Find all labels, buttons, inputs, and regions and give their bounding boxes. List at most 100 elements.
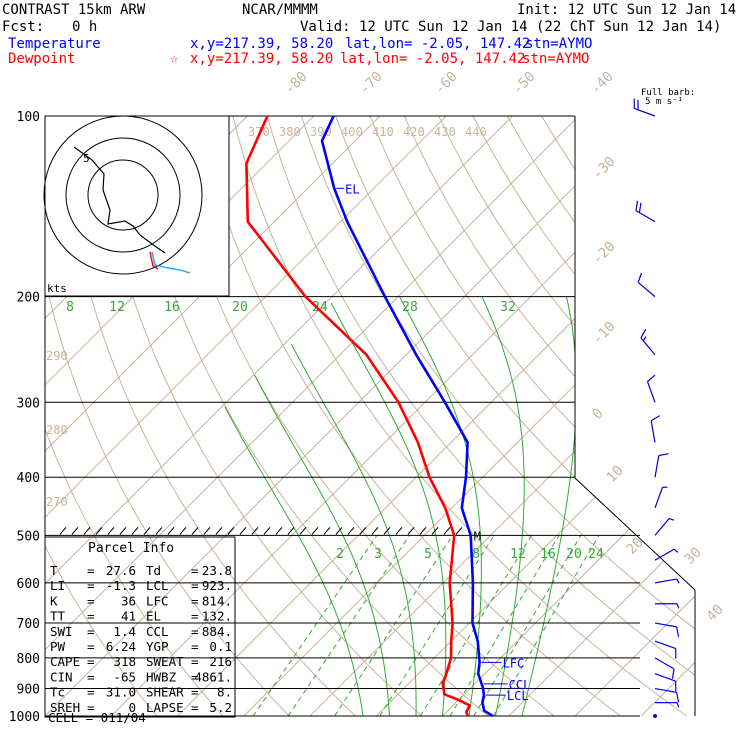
hodograph-ring-label: 5	[83, 152, 90, 165]
moist-adiabat-label: 8	[66, 300, 74, 315]
mixing-ratio-labels: 8 12 16 20 24 28 32 2 3 5 8 12 16 20 24	[66, 300, 604, 562]
wind-barb	[654, 673, 677, 692]
freezing-hatch	[431, 527, 439, 535]
parcel-equals: =	[87, 685, 95, 700]
parcel-label: SREH	[50, 700, 80, 715]
parcel-value: 27.6	[106, 563, 136, 578]
wind-barb-shaft	[654, 622, 677, 628]
parcel-value: 1.4	[113, 624, 136, 639]
parcel-equals: =	[191, 578, 199, 593]
parcel-value: 6.24	[106, 639, 136, 654]
wind-barb-shaft	[654, 578, 677, 584]
wind-barb-flag	[676, 603, 680, 609]
wind-barb	[654, 622, 680, 637]
theta-labels: 370 380 390 400 410 420 430 440 290 280 270	[46, 125, 487, 509]
wind-barb-shaft	[637, 282, 656, 298]
parcel-equals: =	[191, 624, 199, 639]
temperature-latlon: lat,lon= -2.05, 147.42	[345, 36, 531, 52]
wind-barb-shaft	[640, 337, 656, 356]
parcel-value: 884.	[202, 624, 232, 639]
moist-adiabat	[399, 296, 482, 716]
mixing-ratio-label: 8	[472, 547, 480, 562]
freezing-hatch	[371, 527, 379, 535]
parcel-label: LI	[50, 578, 65, 593]
dry-adiabat	[472, 116, 695, 716]
mixing-ratio-line	[287, 535, 410, 716]
wind-barb-flag	[640, 328, 647, 339]
parcel-equals: =	[191, 700, 199, 715]
theta-label: 290	[46, 349, 68, 363]
wind-barb-shaft	[654, 518, 670, 536]
isotherm	[45, 116, 381, 716]
theta-label: 390	[310, 125, 332, 139]
wind-barb	[646, 374, 656, 403]
isotherm-label: -60	[432, 69, 461, 98]
dry-adiabat	[506, 116, 695, 716]
dry-adiabat	[60, 116, 370, 716]
wind-barb-column	[633, 98, 680, 718]
isotherm	[442, 116, 695, 716]
parcel-equals: =	[191, 669, 199, 684]
isotherm	[243, 116, 695, 716]
wind-barb	[654, 453, 669, 478]
temperature-profile	[320, 115, 494, 718]
freezing-hatch	[275, 527, 283, 535]
parcel-label: TT	[50, 609, 66, 624]
wind-barb	[650, 415, 661, 443]
hodograph: 5 kts	[43, 115, 230, 297]
parcel-value: 814.	[202, 593, 232, 608]
wind-barb-shaft	[654, 687, 677, 693]
isotherm	[45, 116, 513, 716]
freezing-hatch	[203, 527, 211, 535]
parcel-equals: =	[87, 609, 95, 624]
parcel-equals: =	[87, 593, 95, 608]
freezing-hatch	[167, 527, 175, 535]
hodograph-ring	[43, 115, 203, 275]
dry-adiabat	[266, 116, 695, 716]
parcel-frame	[44, 536, 236, 718]
wind-barb	[637, 272, 656, 298]
freezing-hatch	[347, 527, 355, 535]
mixing-ratio-label: 24	[588, 547, 604, 562]
freezing-hatch	[359, 527, 367, 535]
freezing-hatch	[95, 527, 103, 535]
freezing-hatch	[323, 527, 331, 535]
parcel-label: Td	[146, 563, 161, 578]
moist-adiabat-label: 16	[164, 300, 180, 315]
wind-barb-shaft	[654, 657, 675, 670]
wind-barb-shaft	[654, 640, 676, 650]
parcel-equals: =	[191, 593, 199, 608]
freezing-hatch	[239, 527, 247, 535]
theta-label: 420	[403, 125, 425, 139]
parcel-equals: =	[87, 639, 95, 654]
parcel-label: T	[50, 563, 58, 578]
parcel-label: EL	[146, 609, 161, 624]
right-edge	[574, 116, 696, 716]
parcel-label: YGP	[146, 639, 169, 654]
wind-barb-flag	[676, 692, 680, 703]
temperature-station: stn=AYMO	[525, 36, 593, 52]
mixing-ratio-line	[449, 535, 560, 716]
dry-adiabat	[541, 116, 695, 716]
wind-barb-flag	[635, 200, 639, 211]
parcel-label: SHEAR	[146, 685, 184, 700]
freezing-hatch	[311, 527, 319, 535]
parcel-value: 23.8	[202, 563, 232, 578]
dry-adiabat	[369, 116, 695, 716]
freezing-hatch	[227, 527, 235, 535]
mixing-ratio-label: 20	[566, 547, 582, 562]
parcel-value: 923.	[202, 578, 232, 593]
freezing-hatch	[335, 527, 343, 535]
fcst-label: Fcst:	[2, 19, 45, 35]
wind-barb-shaft	[654, 673, 676, 682]
theta-label: 270	[46, 495, 68, 509]
dewpoint-label: Dewpoint	[8, 51, 76, 67]
star-icon: ☆	[170, 51, 179, 67]
parcel-value: 31.0	[106, 685, 136, 700]
hodograph-ring	[87, 159, 159, 231]
freezing-hatch	[143, 527, 151, 535]
parcel-label: CIN	[50, 669, 73, 684]
wind-barb-flag	[647, 374, 656, 383]
dewpoint-station: stn=AYMO	[522, 51, 590, 67]
